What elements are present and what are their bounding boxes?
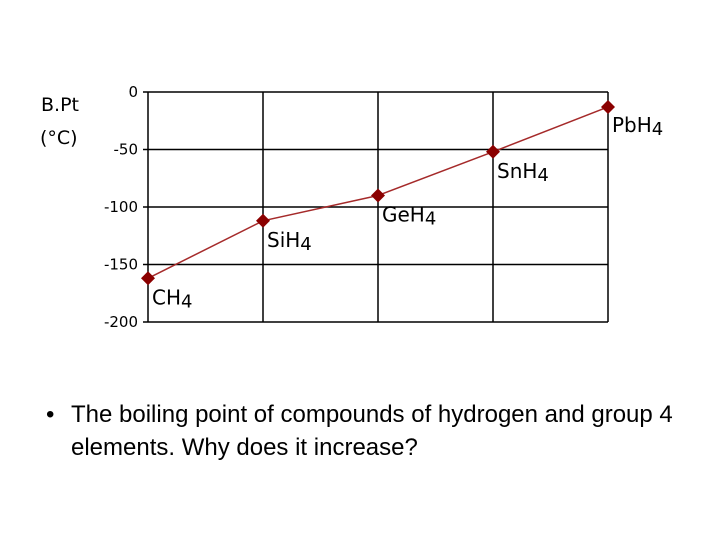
data-point-pbh <box>601 99 615 114</box>
y-tick-label-1: -50 <box>114 141 139 159</box>
y-tick-label-0: 0 <box>128 83 138 101</box>
data-point-snh <box>486 144 500 159</box>
caption-text: The boiling point of compounds of hydrog… <box>71 401 673 461</box>
chart-grid <box>147 91 609 323</box>
bullet: • <box>46 401 55 428</box>
y-axis-label-line2: (°C) <box>40 127 78 149</box>
y-tick-label-2: -100 <box>104 198 138 216</box>
data-point-geh <box>371 188 385 203</box>
point-label-ch: CH4 <box>152 285 192 312</box>
point-label-snh: SnH4 <box>497 159 549 186</box>
y-axis-label-line1: B.Pt <box>41 94 79 116</box>
boiling-point-series: CH4 SiH4 GeH4 SnH4 PbH4 <box>141 99 663 312</box>
point-label-sih: SiH4 <box>267 228 312 255</box>
y-tick-label-3: -150 <box>104 256 138 274</box>
caption: • The boiling point of compounds of hydr… <box>46 398 686 464</box>
boiling-point-chart: 0 -50 -100 -150 -200 B.Pt (°C) CH4 SiH4 GeH4 Sn… <box>40 83 663 331</box>
point-label-geh: GeH4 <box>382 203 436 230</box>
point-label-pbh: PbH4 <box>612 113 663 140</box>
y-tick-label-4: -200 <box>104 313 138 331</box>
data-point-sih <box>256 213 270 228</box>
y-axis-ticks: 0 -50 -100 -150 -200 <box>104 83 148 331</box>
data-point-ch <box>141 271 155 286</box>
